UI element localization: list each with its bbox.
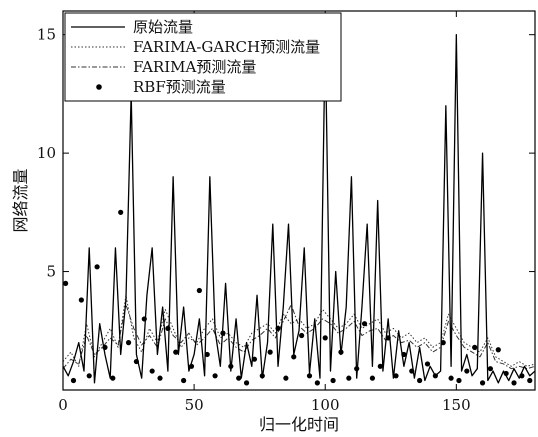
series-4-point: [424, 361, 431, 367]
series-4-point: [251, 356, 258, 362]
plot-frame: [62, 10, 536, 391]
series-4-point: [94, 264, 100, 270]
series-4-point: [102, 344, 108, 350]
series-4-point: [212, 373, 218, 379]
legend-box: [64, 12, 342, 102]
series-4-point: [306, 373, 313, 379]
legend-item-3-label: FARIMA预测流量: [133, 58, 256, 76]
x-tick-label: 50: [185, 396, 204, 414]
series-4-point: [479, 380, 486, 386]
series-4-point: [165, 325, 171, 332]
series-4-point: [78, 297, 84, 303]
y-tick-label: 15: [37, 26, 56, 44]
series-4-point: [243, 380, 250, 386]
series-4-point: [519, 373, 525, 379]
series-4-point: [464, 368, 470, 374]
plot-area: [63, 34, 535, 386]
series-4-point: [354, 366, 360, 372]
x-tick-label: 100: [311, 396, 340, 414]
legend-item-1: 原始流量: [71, 18, 193, 36]
series-4-point: [361, 321, 368, 327]
series-4-point: [440, 340, 446, 346]
series-4-point: [299, 332, 305, 339]
series-4-point: [275, 325, 281, 332]
series-4-point: [369, 375, 376, 381]
legend-item-3: FARIMA预测流量: [71, 58, 256, 76]
series-4-point: [157, 375, 163, 381]
series-4-point: [236, 375, 242, 381]
legend-item-2-label: FARIMA-GARCH预测流量: [133, 38, 320, 56]
series-4-point: [110, 375, 116, 381]
series-4-point: [432, 373, 438, 379]
series-4-point: [346, 375, 352, 381]
series-4-point: [141, 316, 147, 322]
series-4-point: [267, 349, 273, 355]
legend-item-2: FARIMA-GARCH预测流量: [71, 38, 320, 56]
legend-item-4: RBF预测流量: [96, 78, 226, 96]
series-4-point: [173, 349, 179, 355]
series-4-point: [393, 373, 399, 379]
series-4-point: [385, 335, 391, 341]
x-tick-label: 0: [58, 396, 68, 414]
legend: 原始流量 FARIMA-GARCH预测流量 FARIMA预测流量 RBF预测流量: [64, 12, 342, 102]
series-4-point: [196, 287, 202, 294]
y-tick-label: 5: [46, 263, 56, 281]
series-4-point: [456, 377, 462, 384]
series-4-point: [527, 377, 533, 384]
legend-item-4-marker: [96, 84, 102, 90]
series-4-point: [511, 380, 517, 386]
series-4-point: [377, 363, 383, 369]
series-4-point: [86, 373, 92, 379]
series-4-point: [118, 209, 124, 215]
series-4-point: [181, 377, 187, 384]
series-group: [63, 34, 535, 386]
series-4-point: [188, 363, 195, 369]
series-4-point: [338, 349, 344, 355]
series-4-point: [401, 351, 407, 358]
series-4-point: [125, 340, 132, 346]
series-4-point: [228, 363, 234, 369]
series-4-point: [322, 335, 328, 341]
x-axis-title: 归一化时间: [259, 415, 339, 434]
series-4-point: [283, 375, 289, 381]
series-4-point: [417, 377, 423, 384]
series-4-point: [70, 377, 77, 384]
series-4-point: [495, 347, 501, 353]
series-4-point: [259, 373, 265, 379]
series-4-point: [204, 351, 210, 358]
series-4-point: [503, 370, 509, 377]
y-tick-label: 10: [37, 144, 56, 162]
y-axis-title: 网络流量: [11, 168, 30, 232]
x-tick-label: 150: [442, 396, 471, 414]
series-4-point: [448, 375, 454, 381]
axes: 0 50 100 150 5 10 15 归一化时间 网络流量: [11, 10, 536, 434]
series-4-point: [487, 366, 494, 372]
series-4-point: [291, 354, 297, 360]
legend-item-4-label: RBF预测流量: [133, 78, 226, 96]
series-4-point: [133, 358, 140, 365]
series-4-point: [409, 368, 415, 374]
series-4-point: [472, 344, 478, 350]
series-4-markers: [63, 209, 533, 386]
series-4-point: [149, 368, 155, 374]
series-4-point: [220, 330, 226, 336]
series-1-line: [63, 34, 535, 384]
series-2-line: [63, 294, 535, 367]
series-4-point: [63, 280, 69, 287]
series-4-point: [314, 380, 320, 386]
series-4-point: [330, 377, 336, 384]
legend-item-1-label: 原始流量: [133, 18, 193, 36]
